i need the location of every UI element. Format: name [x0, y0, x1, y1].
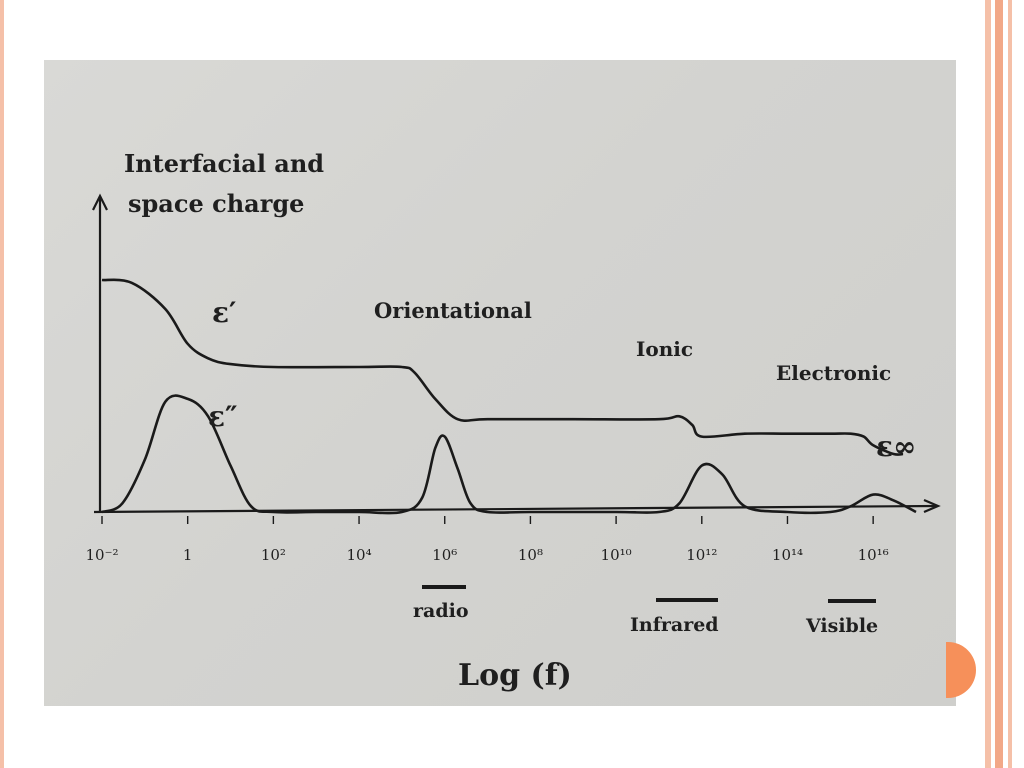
- series-line-eps-prime: [101, 278, 904, 456]
- curve-label-eps-infinity: ε∞: [876, 430, 916, 463]
- band-label-infrared: Infrared: [630, 614, 719, 636]
- band-label-radio: radio: [413, 600, 469, 622]
- series-layer: [101, 278, 917, 515]
- x-axis-arrow: [923, 498, 941, 514]
- annotation-space-charge: space charge: [128, 189, 304, 218]
- x-axis: [93, 504, 937, 514]
- annotation-orientational: Orientational: [374, 298, 532, 323]
- chart-axes: [92, 193, 941, 514]
- x-tick-label-9: 10¹⁶: [858, 546, 889, 564]
- curve-label-eps-prime: ε′: [212, 296, 236, 329]
- annotation-layer: Interfacial and space charge Orientation…: [124, 149, 916, 693]
- x-axis-label: Log (f): [458, 658, 572, 693]
- dielectric-chart: 10⁻² 1 10² 10⁴ 10⁶ 10⁸ 10¹⁰ 10¹² 10¹⁴ 10¹⁶ Interf…: [85, 149, 941, 693]
- x-tick-label-7: 10¹²: [686, 546, 717, 564]
- annotation-interfacial: Interfacial and: [124, 149, 324, 178]
- slide-nav-tab: [946, 642, 976, 698]
- left-accent-border: [0, 0, 4, 768]
- annotation-ionic: Ionic: [636, 337, 693, 361]
- x-tick-label-2: 10²: [261, 546, 286, 564]
- y-axis-arrow: [92, 193, 108, 211]
- annotation-electronic: Electronic: [776, 361, 891, 385]
- x-tick-label-1: 1: [183, 546, 193, 564]
- right-accent-border-inner: [995, 0, 1003, 768]
- x-tick-label-6: 10¹⁰: [601, 546, 632, 564]
- tick-layer: 10⁻² 1 10² 10⁴ 10⁶ 10⁸ 10¹⁰ 10¹² 10¹⁴ 10¹⁶: [85, 516, 889, 564]
- x-tick-label-0: 10⁻²: [85, 546, 118, 564]
- right-accent-border-outer: [985, 0, 991, 768]
- x-tick-label-8: 10¹⁴: [772, 546, 803, 564]
- band-label-visible: Visible: [805, 615, 878, 637]
- chart-photo: 10⁻² 1 10² 10⁴ 10⁶ 10⁸ 10¹⁰ 10¹² 10¹⁴ 10¹⁶ Interf…: [44, 60, 956, 706]
- band-layer: radio Infrared Visible: [413, 585, 878, 637]
- x-tick-label-3: 10⁴: [346, 546, 371, 564]
- x-tick-label-5: 10⁸: [518, 546, 543, 564]
- right-accent-border-edge: [1008, 0, 1012, 768]
- curve-label-eps-double-prime: ε″: [208, 400, 238, 433]
- x-tick-label-4: 10⁶: [432, 546, 457, 564]
- series-line-eps-double-prime: [101, 394, 917, 515]
